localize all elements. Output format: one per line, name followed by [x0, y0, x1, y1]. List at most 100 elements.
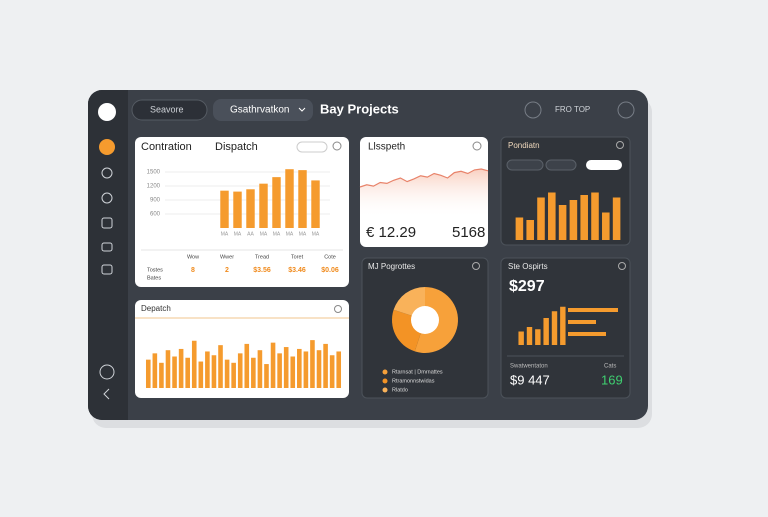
cell: $3.46	[288, 267, 306, 274]
logo[interactable]	[98, 103, 116, 121]
panel-title: MJ Pogrottes	[368, 262, 415, 271]
nav-icon[interactable]	[101, 167, 113, 179]
search[interactable]	[131, 99, 208, 121]
nav-active[interactable]	[99, 139, 115, 155]
bar	[185, 357, 190, 388]
x-tick-label: MA	[299, 231, 307, 237]
bar	[237, 353, 243, 388]
total: $9 447	[510, 372, 550, 387]
nav-icon[interactable]	[101, 217, 113, 229]
bar	[537, 197, 545, 240]
bar	[165, 350, 171, 388]
nav-icon[interactable]	[101, 242, 113, 252]
icon-button[interactable]	[524, 101, 542, 119]
icon-button[interactable]	[618, 262, 626, 270]
bar	[526, 220, 534, 240]
bar	[548, 192, 556, 240]
collapse[interactable]	[103, 388, 110, 400]
column-header: Toret	[291, 254, 304, 260]
bar	[551, 311, 558, 345]
hbar	[568, 320, 596, 324]
cell: 2	[225, 267, 229, 274]
y-tick-label: 900	[150, 198, 161, 204]
bar	[233, 191, 242, 228]
y-tick-label: 1500	[147, 170, 161, 176]
hbar	[568, 332, 606, 336]
bar	[159, 362, 164, 388]
panel-title: Contration	[141, 141, 192, 153]
bar	[290, 356, 296, 388]
bar	[602, 212, 610, 240]
dropdown-caret	[298, 107, 306, 112]
bar	[198, 361, 204, 388]
bar	[303, 351, 309, 388]
bar	[270, 342, 276, 388]
tab[interactable]	[506, 159, 544, 171]
bar	[297, 348, 302, 388]
panel-title: Ste Ospirts	[508, 262, 548, 271]
bar	[191, 340, 197, 388]
x-tick-label: MA	[286, 231, 294, 237]
cell: 8	[191, 267, 195, 274]
nav-icon[interactable]	[101, 264, 113, 275]
nav-icon[interactable]	[99, 364, 115, 380]
bar	[285, 169, 294, 228]
bar	[244, 343, 250, 388]
x-tick-label: MA	[312, 231, 320, 237]
bar	[323, 343, 328, 388]
bar	[591, 192, 599, 240]
bar	[246, 189, 255, 228]
x-tick-label: AA	[247, 231, 254, 237]
bar	[231, 362, 236, 388]
donut-hole	[411, 306, 439, 334]
bar	[560, 306, 566, 345]
bar	[515, 217, 524, 240]
bar	[580, 195, 588, 240]
icon-button[interactable]	[617, 101, 635, 119]
bar	[257, 350, 263, 388]
icon-button[interactable]	[334, 305, 342, 313]
y-tick-label: 600	[150, 212, 161, 218]
bar	[526, 327, 533, 345]
nav-icon[interactable]	[101, 192, 113, 204]
count: 5168	[452, 224, 485, 241]
bar	[220, 190, 229, 228]
icon-button[interactable]	[332, 141, 342, 151]
icon-button[interactable]	[616, 141, 624, 149]
bar	[329, 355, 335, 388]
bar	[211, 355, 217, 388]
icon-button[interactable]	[472, 262, 480, 270]
row-label: Tostes	[147, 267, 163, 273]
legend-label: Rtramonnstwidas	[392, 378, 435, 384]
dropdown[interactable]	[213, 99, 313, 121]
legend-dot	[382, 378, 388, 384]
bar	[205, 351, 210, 388]
action: FRO TOP	[555, 105, 590, 114]
hbar	[568, 308, 618, 312]
bar	[152, 353, 158, 388]
bar	[178, 348, 184, 388]
icon-button[interactable]	[472, 141, 482, 151]
bar	[283, 347, 289, 388]
bar	[535, 329, 541, 345]
x-tick-label: MA	[221, 231, 229, 237]
bar	[145, 359, 151, 388]
bar	[264, 364, 269, 388]
bar	[543, 318, 549, 345]
page-title: Bay Projects	[320, 101, 399, 116]
bar	[218, 345, 223, 388]
row-label: Bates	[147, 275, 161, 281]
tab-active[interactable]	[586, 160, 622, 170]
pill[interactable]	[296, 141, 328, 153]
tab[interactable]	[545, 159, 577, 171]
amount: $297	[509, 278, 545, 295]
panel-title: Llsspeth	[368, 142, 405, 153]
cell: $3.56	[253, 267, 271, 274]
line	[359, 168, 489, 188]
bar	[612, 197, 621, 240]
bar	[569, 200, 578, 240]
legend-label: Rlatdo	[392, 387, 408, 393]
search-text: Seavore	[150, 104, 184, 114]
y-tick-label: 1200	[147, 184, 161, 190]
